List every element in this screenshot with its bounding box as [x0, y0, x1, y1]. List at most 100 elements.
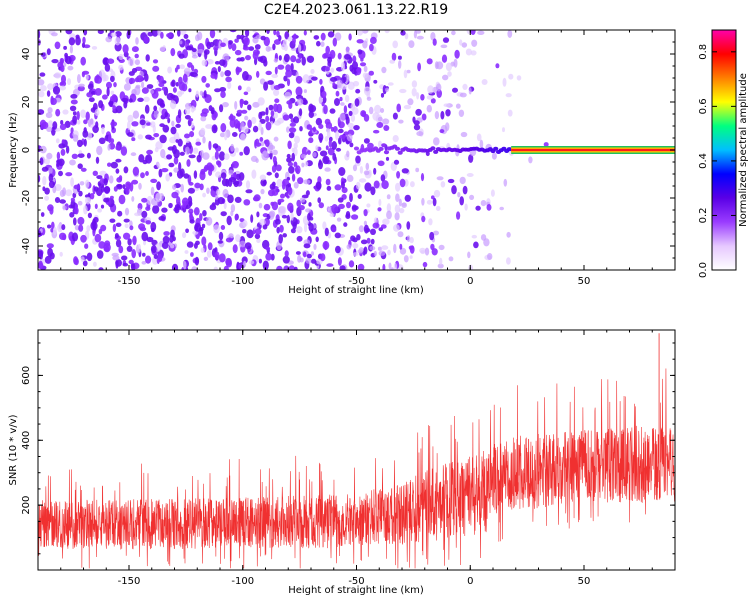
noise-blob	[145, 171, 149, 176]
noise-blob	[299, 197, 306, 203]
noise-blob	[225, 237, 233, 243]
noise-blob	[251, 169, 257, 179]
noise-blob	[480, 200, 487, 207]
noise-blob	[339, 134, 346, 139]
noise-blob	[171, 263, 179, 270]
noise-blob	[275, 218, 281, 225]
tone-segment	[493, 146, 499, 151]
noise-blob	[455, 103, 461, 109]
noise-blob	[377, 246, 382, 251]
noise-blob	[409, 236, 414, 244]
noise-blob	[77, 200, 83, 206]
noise-blob	[245, 180, 251, 190]
noise-blob	[69, 212, 75, 218]
noise-blob	[473, 241, 479, 249]
spectrogram-x-tick-label: -100	[231, 276, 254, 287]
noise-blob	[367, 142, 374, 149]
noise-blob	[337, 52, 342, 60]
noise-blob	[302, 251, 307, 258]
noise-blob	[153, 133, 160, 138]
colorbar-frame	[711, 29, 737, 271]
noise-blob	[118, 245, 124, 254]
noise-blob	[324, 118, 331, 125]
noise-blob	[258, 121, 262, 131]
noise-blob	[326, 185, 332, 191]
spectrogram-tone-line	[353, 143, 675, 155]
noise-blob	[309, 105, 317, 113]
noise-blob	[442, 74, 449, 81]
noise-blob	[141, 210, 148, 218]
noise-blob	[87, 118, 92, 128]
noise-blob	[307, 213, 311, 221]
noise-blob	[83, 119, 88, 125]
noise-blob	[288, 265, 296, 270]
noise-blob	[62, 109, 69, 115]
noise-blob	[158, 216, 166, 221]
noise-blob	[292, 37, 296, 45]
noise-blob	[366, 96, 372, 101]
noise-blob	[179, 168, 185, 177]
noise-blob	[168, 202, 173, 209]
noise-blob	[274, 98, 280, 103]
noise-blob	[74, 203, 78, 209]
noise-blob	[138, 154, 145, 163]
noise-blob	[86, 152, 91, 159]
noise-blob	[398, 198, 402, 207]
noise-blob	[105, 36, 112, 43]
noise-blob	[219, 59, 226, 66]
noise-blob	[318, 96, 323, 105]
noise-blob	[290, 212, 294, 221]
noise-blob	[458, 109, 465, 118]
noise-blob	[269, 210, 276, 218]
noise-blob	[184, 146, 190, 155]
noise-blob	[69, 159, 76, 166]
noise-blob	[162, 235, 170, 244]
noise-blob	[254, 228, 262, 235]
noise-blob	[295, 86, 303, 97]
noise-blob	[171, 120, 175, 127]
noise-blob	[398, 60, 402, 69]
noise-blob	[387, 249, 391, 256]
noise-blob	[70, 197, 75, 202]
noise-blob	[110, 75, 115, 83]
noise-blob	[122, 184, 126, 190]
noise-blob	[46, 243, 54, 249]
noise-blob	[351, 107, 359, 115]
noise-blob	[95, 156, 100, 164]
noise-blob	[179, 151, 185, 156]
noise-blob	[393, 262, 398, 270]
noise-blob	[216, 189, 221, 196]
noise-blob	[312, 152, 317, 158]
noise-blob	[87, 83, 94, 90]
noise-blob	[47, 107, 53, 114]
noise-blob	[359, 166, 363, 174]
noise-blob	[278, 234, 284, 244]
noise-blob	[340, 102, 345, 106]
noise-blob	[293, 182, 299, 189]
noise-blob	[95, 121, 99, 129]
noise-blob	[254, 233, 261, 240]
noise-blob	[506, 257, 511, 265]
colorbar-tick-label: 0.4	[698, 153, 709, 169]
noise-blob	[146, 149, 154, 155]
noise-blob	[301, 146, 308, 156]
noise-blob	[343, 76, 347, 83]
noise-blob	[217, 66, 221, 73]
noise-blob	[203, 90, 207, 98]
noise-blob	[398, 119, 404, 124]
noise-blob	[340, 61, 346, 72]
noise-blob	[256, 211, 260, 218]
noise-blob	[286, 214, 290, 224]
noise-blob	[152, 59, 159, 64]
noise-blob	[184, 250, 189, 254]
noise-blob	[332, 152, 337, 161]
noise-blob	[59, 57, 65, 64]
noise-blob	[82, 130, 89, 138]
noise-blob	[118, 53, 124, 61]
noise-blob	[417, 62, 421, 72]
noise-blob	[273, 30, 277, 36]
noise-blob	[347, 81, 355, 91]
noise-blob	[59, 199, 66, 204]
noise-blob	[234, 100, 238, 110]
noise-blob	[161, 86, 167, 91]
